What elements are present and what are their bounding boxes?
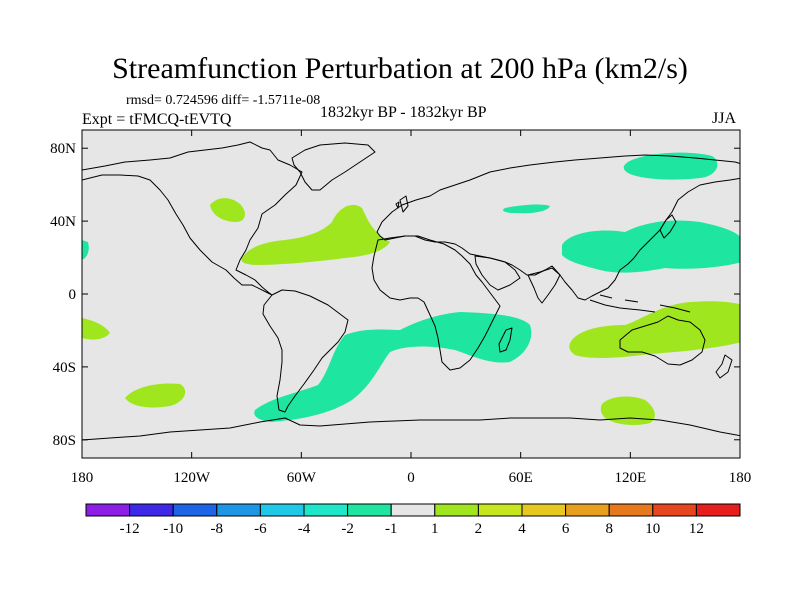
coastline-british-isles [395,195,409,213]
colorbar-label: 8 [605,521,613,537]
colorbar-box [390,503,436,517]
colorbar-box [434,503,479,517]
coastline-greenland [291,142,376,191]
colorbar-label: 6 [562,521,570,537]
y-tick-label: 80S [53,433,76,449]
anomaly-positive-dateline-west-edge-south [82,318,110,340]
anomaly-positive-north-america [210,198,245,222]
colorbar-label: -10 [163,521,183,537]
anomaly-negative-dateline-west-edge [82,240,89,260]
colorbar-box [347,503,392,517]
colorbar-box [565,503,610,517]
coastline-australia [619,315,706,366]
colorbar-box [303,503,349,517]
coastline-north-america [82,141,303,296]
positive-anomaly-regions [82,198,740,426]
period-label: 1832kyr BP - 1832kyr BP [320,104,487,121]
colorbar-label: 12 [689,521,704,537]
anomaly-negative-south-atlantic-indian [254,312,532,422]
anomaly-positive-australia-south-pacific [569,301,740,358]
x-tick-label: 120W [173,470,211,486]
colorbar-box [652,503,697,517]
y-tick-label: 40N [50,214,76,230]
x-tick-label: 0 [407,470,415,486]
colorbar-box [129,503,174,517]
anomaly-positive-north-atlantic [241,204,390,265]
anomaly-negative-north-pacific-high-lat [623,152,718,180]
coastline-india [527,267,561,304]
colorbar-box [521,503,567,517]
coastline-africa [371,235,501,371]
colorbar-label: -1 [385,521,398,537]
coastline-arabia [474,255,521,291]
y-tick-label: 80N [50,141,76,157]
x-tick-label: 120E [614,470,646,486]
colorbar-label: -2 [341,521,354,537]
map-title: Streamfunction Perturbation at 200 hPa (… [112,52,688,85]
coastline-europe-asia [376,154,740,301]
coastline-madagascar [498,327,513,353]
colorbar-label: -4 [298,521,311,537]
colorbar-box [85,503,131,517]
anomaly-positive-antarctic-indian [600,396,655,426]
colorbar-label: 4 [518,521,526,537]
axis-ticks: 180 120W 60W 0 60E 120E 180 80N 40N 0 40S 80S [50,130,751,486]
x-tick-label: 60E [509,470,533,486]
colorbar-box [695,503,741,517]
x-tick-label: 60W [287,470,317,486]
colorbar-box [172,503,218,517]
x-tick-label: 180 [71,470,94,486]
coastline-indonesia [589,294,691,313]
colorbar-box [608,503,654,517]
anomaly-positive-south-pacific [125,383,186,408]
colorbar-label: 2 [475,521,483,537]
anomaly-negative-east-asia-pacific [562,220,740,273]
colorbar-label: 10 [645,521,660,537]
colorbar-box [216,503,261,517]
rmsd-diff-stats: rmsd= 0.724596 diff= -1.5711e-08 [126,93,321,108]
coastline-antarctica [82,417,740,441]
y-tick-label: 40S [53,360,76,376]
colorbar-label: -8 [211,521,224,537]
coastline-new-zealand [715,354,733,379]
anomaly-negative-russia [503,204,550,214]
coastline-south-america [262,289,349,413]
negative-anomaly-regions [82,152,740,422]
experiment-label: Expt = tFMCQ-tEVTQ [82,111,232,128]
season-label: JJA [712,110,737,127]
colorbar-label: 1 [431,521,439,537]
x-tick-label: 180 [729,470,752,486]
coastline-japan [659,214,677,239]
y-tick-label: 0 [69,287,77,303]
colorbar-label: -12 [120,521,140,537]
colorbar-label: -6 [254,521,267,537]
colorbar-box [477,503,523,517]
colorbar-box [259,503,305,517]
coastlines [82,141,740,441]
colorbar: -12 -10 -8 -6 -4 -2 -1 1 2 4 6 8 10 12 [85,503,741,537]
